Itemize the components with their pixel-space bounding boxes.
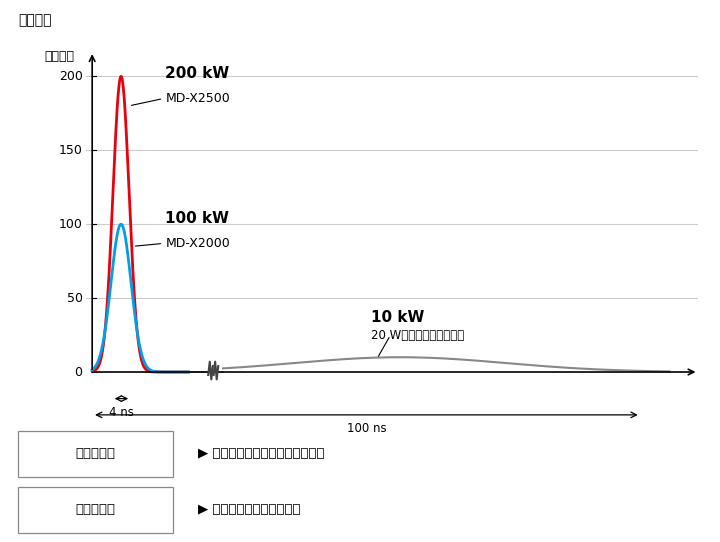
Text: MD-X2500: MD-X2500 bbox=[166, 92, 230, 105]
Text: 参考数据: 参考数据 bbox=[18, 14, 52, 28]
Text: 150: 150 bbox=[58, 144, 83, 157]
Text: 0: 0 bbox=[75, 365, 83, 378]
FancyBboxPatch shape bbox=[18, 431, 173, 477]
Text: ▶ 在目标物体上的热应力小: ▶ 在目标物体上的热应力小 bbox=[198, 504, 300, 516]
Text: 200 kW: 200 kW bbox=[166, 66, 230, 81]
Text: 20 W光纤激光（代表值）: 20 W光纤激光（代表值） bbox=[372, 328, 464, 341]
Text: 100 ns: 100 ns bbox=[346, 422, 386, 435]
Text: 100 kW: 100 kW bbox=[166, 211, 229, 226]
Text: 峰值功率大: 峰值功率大 bbox=[76, 448, 115, 460]
Text: 50: 50 bbox=[66, 292, 83, 305]
Text: 脉冲宽度小: 脉冲宽度小 bbox=[76, 504, 115, 516]
Text: 4 ns: 4 ns bbox=[109, 406, 134, 419]
Text: 10 kW: 10 kW bbox=[372, 310, 425, 325]
Text: MD-X2000: MD-X2000 bbox=[166, 237, 230, 250]
FancyBboxPatch shape bbox=[18, 487, 173, 533]
Text: ▶ 非常适合铭刻金属或给树脂着色: ▶ 非常适合铭刻金属或给树脂着色 bbox=[198, 448, 325, 460]
Text: 100: 100 bbox=[58, 218, 83, 231]
Text: 峰值功率: 峰值功率 bbox=[44, 50, 74, 63]
Text: 200: 200 bbox=[58, 70, 83, 83]
